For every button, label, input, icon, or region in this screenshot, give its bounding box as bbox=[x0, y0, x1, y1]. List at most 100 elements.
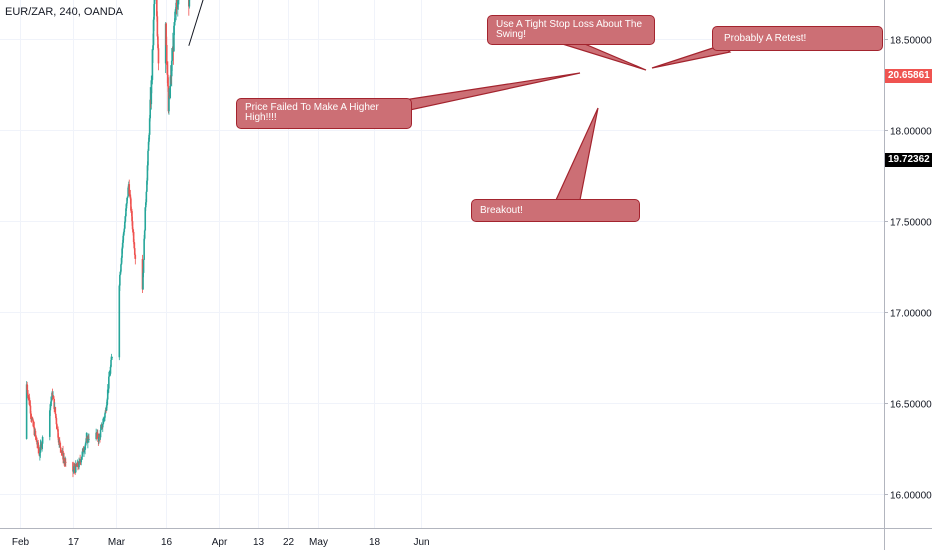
candle-body bbox=[55, 418, 58, 425]
candle-body bbox=[152, 19, 155, 46]
candle-body bbox=[41, 443, 43, 448]
candle-body bbox=[145, 191, 148, 203]
candle-body bbox=[39, 444, 42, 453]
candle-body bbox=[78, 461, 80, 468]
support-price-tag: 19.72362 bbox=[885, 153, 932, 167]
candle-body bbox=[80, 459, 83, 463]
candle-body bbox=[150, 80, 153, 105]
candle-body bbox=[146, 165, 149, 181]
candle-body bbox=[32, 420, 35, 427]
candle-body bbox=[122, 232, 125, 236]
candle-body bbox=[146, 180, 148, 192]
candle-body bbox=[174, 11, 176, 23]
candle-body bbox=[77, 462, 79, 467]
candle-body bbox=[126, 196, 129, 198]
current-price-tag: 20.65861 bbox=[885, 69, 932, 83]
candle-body bbox=[111, 357, 113, 359]
x-tick-label: 18 bbox=[369, 537, 381, 548]
candle-body bbox=[51, 392, 54, 397]
candle-body bbox=[63, 460, 66, 463]
y-tick-label: 17.00000 bbox=[890, 309, 932, 320]
candle-body bbox=[174, 8, 177, 12]
x-tick-label: May bbox=[309, 537, 328, 548]
candle-body bbox=[134, 254, 137, 259]
candle-body bbox=[110, 357, 113, 360]
y-tick-label: 16.00000 bbox=[890, 491, 932, 502]
candle-body bbox=[149, 99, 152, 119]
pointer-failed-high bbox=[403, 72, 581, 111]
candle-body bbox=[175, 2, 177, 9]
candle-body bbox=[75, 464, 78, 466]
candle-body bbox=[118, 285, 121, 358]
note-stop-loss[interactable]: Use A Tight Stop Loss About The Swing! bbox=[487, 15, 655, 45]
candle-body bbox=[79, 459, 81, 462]
candle-body bbox=[131, 221, 134, 230]
candle-body bbox=[133, 248, 136, 255]
candle-body bbox=[96, 432, 99, 439]
candle-body bbox=[152, 45, 154, 50]
note-breakout[interactable]: Breakout! bbox=[471, 199, 640, 222]
candle-body bbox=[148, 118, 151, 135]
candle-body bbox=[124, 215, 127, 222]
candle-body bbox=[120, 257, 123, 265]
candle-body bbox=[105, 405, 108, 411]
candle-body bbox=[87, 436, 90, 440]
candle-body bbox=[102, 419, 105, 425]
candle-body bbox=[151, 49, 154, 80]
candle-body bbox=[128, 194, 131, 195]
x-tick-label: 16 bbox=[161, 537, 173, 548]
candle-body bbox=[130, 198, 132, 211]
candle-body bbox=[28, 395, 30, 398]
note-failed-high[interactable]: Price Failed To Make A Higher High!!!! bbox=[236, 98, 412, 129]
candle-body bbox=[153, 4, 155, 20]
symbol-label: EUR/ZAR, 240, OANDA bbox=[5, 6, 123, 18]
candle-body bbox=[108, 376, 110, 389]
candle-body bbox=[156, 16, 159, 37]
candle-body bbox=[125, 203, 128, 209]
candle-body bbox=[50, 398, 53, 402]
candle-body bbox=[176, 1, 179, 8]
candle-body bbox=[175, 2, 178, 5]
candle-body bbox=[56, 424, 58, 430]
candle-body bbox=[30, 413, 32, 417]
candle-body bbox=[32, 426, 35, 428]
y-tick-label: 18.00000 bbox=[890, 127, 932, 138]
candle-body bbox=[121, 242, 124, 249]
candle-body bbox=[148, 134, 150, 142]
candle-body bbox=[144, 202, 147, 208]
candle-body bbox=[132, 231, 135, 243]
candle-body bbox=[103, 417, 106, 419]
candle-body bbox=[124, 221, 126, 229]
candle-body bbox=[31, 419, 34, 421]
candle-body bbox=[99, 429, 102, 438]
candle-body bbox=[142, 272, 144, 290]
x-tick-label: Mar bbox=[108, 537, 126, 548]
candle-body bbox=[85, 438, 88, 443]
candle-body bbox=[48, 410, 51, 437]
candle-body bbox=[59, 442, 62, 448]
candle-body bbox=[84, 445, 86, 451]
candle-body bbox=[72, 469, 75, 472]
candle-body bbox=[80, 456, 83, 460]
candle-body bbox=[87, 436, 89, 443]
x-tick-label: Feb bbox=[12, 537, 30, 548]
candle-body bbox=[41, 436, 44, 444]
candle-body bbox=[110, 359, 112, 367]
y-tick-label: 16.50000 bbox=[890, 400, 932, 411]
candle-body bbox=[26, 384, 28, 391]
rising-trendline bbox=[188, 0, 204, 46]
candle-body bbox=[104, 410, 107, 414]
candle-body bbox=[28, 397, 31, 405]
pointer-stop-loss bbox=[555, 41, 647, 71]
note-retest[interactable]: Probably A Retest! bbox=[712, 26, 883, 51]
y-tick-label: 17.50000 bbox=[890, 218, 932, 229]
candle-body bbox=[142, 259, 145, 273]
candle-body bbox=[132, 229, 134, 232]
candle-body bbox=[131, 211, 133, 222]
candle-body bbox=[58, 440, 61, 443]
candle-body bbox=[153, 0, 156, 5]
candle-body bbox=[143, 238, 145, 260]
candle-body bbox=[27, 395, 30, 396]
